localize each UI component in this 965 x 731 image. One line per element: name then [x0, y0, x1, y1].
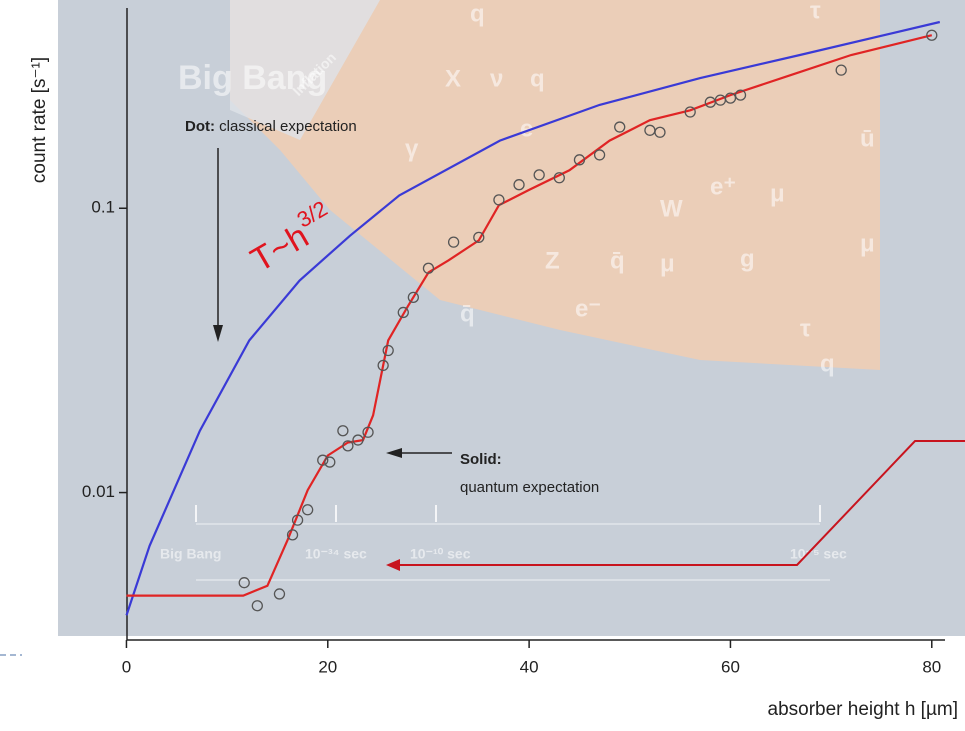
chart: Big BangInflationBig Bang10⁻³⁴ sec10⁻¹⁰ …	[0, 0, 965, 726]
annotation: Dot: classical expectation	[185, 118, 357, 135]
annotation-label: Solid:	[460, 451, 502, 468]
background-symbol: X	[445, 65, 461, 92]
x-tick-label: 0	[122, 657, 131, 676]
background-symbol: q	[820, 350, 835, 377]
timeline-label: 10⁻³⁴ sec	[305, 546, 367, 562]
x-tick-label: 40	[520, 657, 539, 676]
timeline-label: 10⁻¹⁰ sec	[410, 546, 471, 562]
background-symbol: Z	[545, 247, 560, 274]
background-symbol: q̄	[460, 300, 475, 327]
annotation-text: quantum expectation	[460, 479, 599, 496]
background-symbol: ν	[490, 65, 503, 92]
x-tick-label: 20	[318, 657, 337, 676]
background-symbol: τ	[810, 0, 821, 24]
timeline-label: Big Bang	[160, 546, 221, 562]
background-symbol: γ	[405, 135, 419, 162]
background-symbol: q	[530, 65, 545, 92]
timeline-label: 10⁻⁵ sec	[790, 546, 847, 562]
x-tick-label: 80	[922, 657, 941, 676]
annotation-label: Dot:	[185, 118, 215, 135]
background-symbol: e⁻	[575, 295, 601, 322]
x-tick-label: 60	[721, 657, 740, 676]
background-symbol: τ	[800, 315, 811, 342]
background-symbol: W	[660, 195, 683, 222]
y-tick-label: 0.1	[91, 198, 115, 217]
background-symbol: g	[740, 245, 755, 272]
x-axis-label: absorber height h [µm]	[768, 699, 959, 720]
annotation-text: classical expectation	[219, 118, 357, 135]
background-symbol: e⁺	[710, 173, 736, 200]
background-symbol: q̄	[610, 247, 625, 274]
y-axis-label: count rate [s⁻¹]	[29, 57, 50, 183]
background-symbol: μ	[770, 180, 785, 207]
y-tick-label: 0.01	[82, 482, 115, 501]
background-symbol: μ	[860, 230, 875, 257]
background-symbol: q	[470, 0, 485, 27]
background-symbol: μ	[660, 250, 675, 277]
background-symbol: ū	[860, 125, 875, 152]
